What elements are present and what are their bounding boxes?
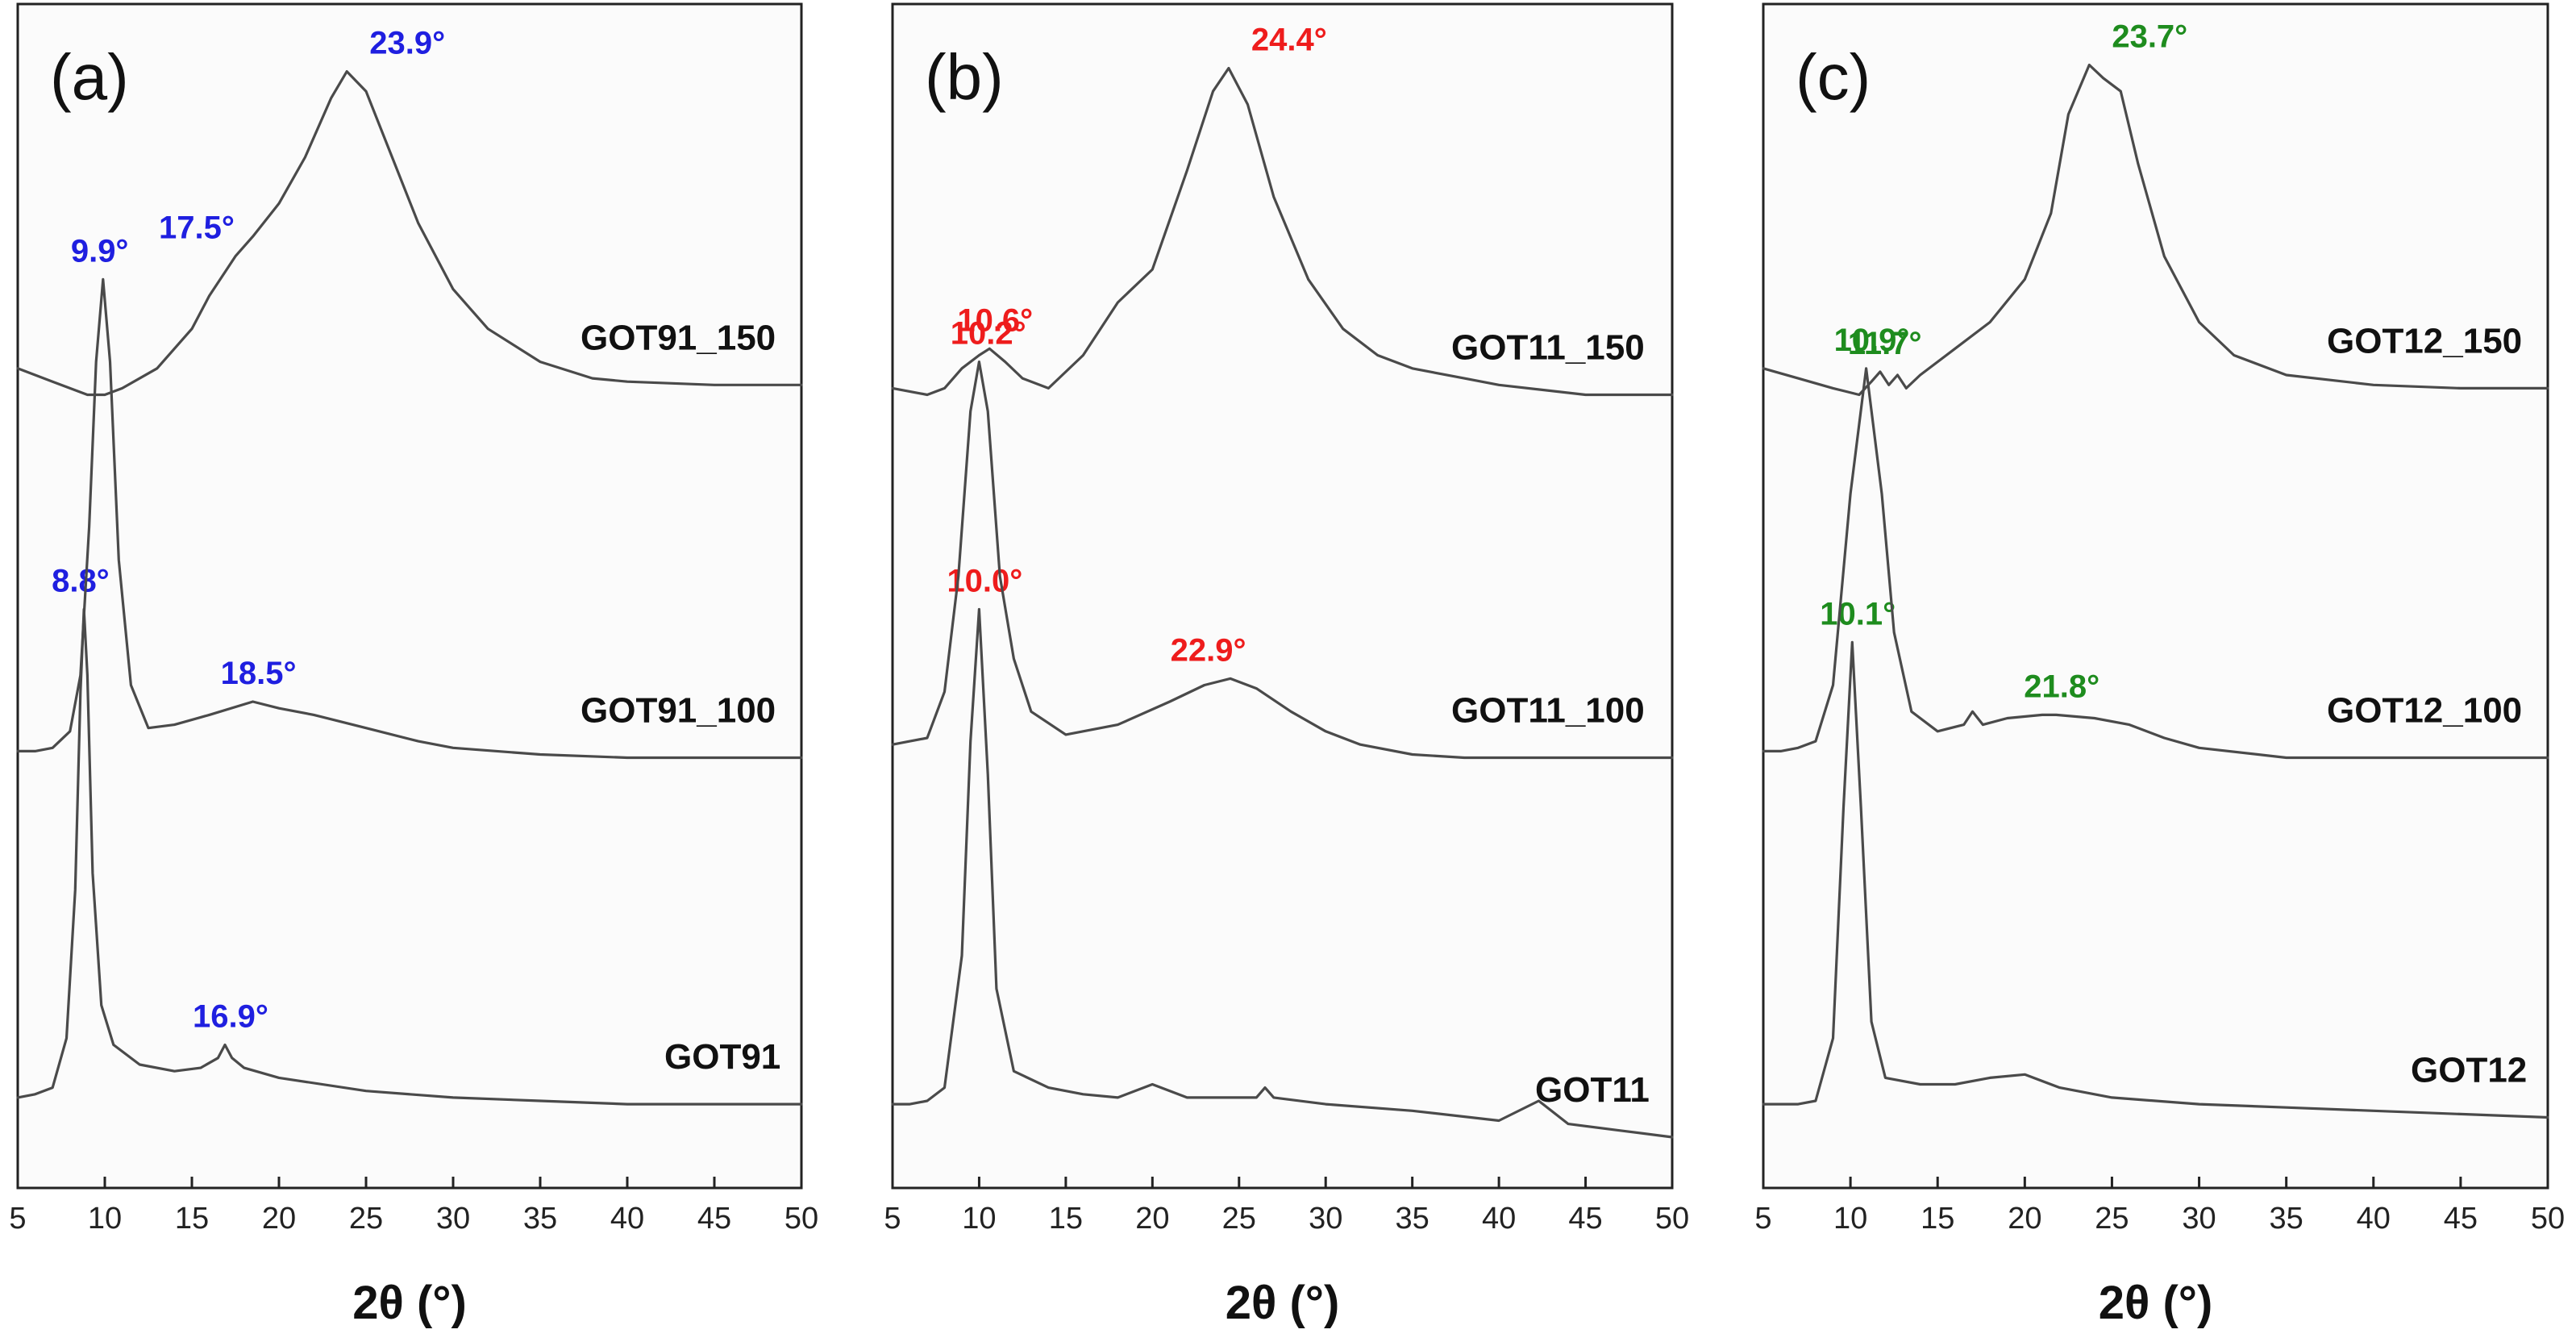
panel-a-xtick-label-45: 45 xyxy=(697,1202,731,1236)
panel-c-xtick-label-45: 45 xyxy=(2444,1202,2478,1236)
panel-a-xtick-label-50: 50 xyxy=(784,1202,818,1236)
panel-a-series-GOT91_150-peak-1-label: 17.5° xyxy=(159,210,235,246)
panel-b-xtick-label-15: 15 xyxy=(1049,1202,1083,1236)
panel-a-xtick-label-15: 15 xyxy=(175,1202,209,1236)
panel-a-series-GOT91_100-line xyxy=(16,277,803,760)
panel-b-xtick-label-20: 20 xyxy=(1135,1202,1169,1236)
panel-c-xtick-label-25: 25 xyxy=(2095,1202,2129,1236)
panel-c-series-GOT12_150-peak-0-label: 23.7° xyxy=(2112,19,2187,54)
panel-a-xtick-label-25: 25 xyxy=(349,1202,383,1236)
panel-b-xtick-label-45: 45 xyxy=(1568,1202,1602,1236)
panel-c-series-GOT12-peak-0-label: 10.1° xyxy=(1820,596,1896,631)
panel-a-xtick-label-10: 10 xyxy=(88,1202,122,1236)
panel-a-label: (a) xyxy=(50,41,129,113)
panel-a-xtick-label-5: 5 xyxy=(9,1202,26,1236)
panel-c-series-GOT12-label: GOT12 xyxy=(2411,1050,2527,1090)
panel-c-series-GOT12_150-line xyxy=(1762,63,2549,397)
panel-b-series-GOT11_100-peak-0-label: 10.2° xyxy=(951,316,1026,352)
panel-b-series-GOT11_150-label: GOT11_150 xyxy=(1451,328,1645,368)
panel-b-xtick-label-25: 25 xyxy=(1222,1202,1256,1236)
panel-b-label: (b) xyxy=(925,41,1004,113)
panel-b-series-GOT11_150-peak-0-label: 24.4° xyxy=(1251,23,1327,58)
panel-a-series-GOT91-label: GOT91 xyxy=(664,1037,780,1077)
panel-c-xtick-label-40: 40 xyxy=(2357,1202,2391,1236)
panel-a-series-GOT91_150-label: GOT91_150 xyxy=(581,318,776,357)
panel-a-series-GOT91-peak-1-label: 16.9° xyxy=(193,998,268,1034)
panel-c-series-GOT12_150-label: GOT12_150 xyxy=(2327,321,2522,361)
panel-c-label: (c) xyxy=(1796,41,1871,113)
panel-a-xtick-label-30: 30 xyxy=(436,1202,470,1236)
panel-b-frame xyxy=(891,2,1674,1190)
panel-c-xtick-label-10: 10 xyxy=(1833,1202,1867,1236)
panel-b-series-GOT11-line xyxy=(891,607,1674,1139)
panel-a-series-GOT91_150-peak-0-label: 23.9° xyxy=(369,26,445,61)
panel-b-series-GOT11_100-line xyxy=(891,361,1674,760)
panel-b-series-GOT11-label: GOT11 xyxy=(1535,1070,1650,1110)
panel-c-series-GOT12_100-peak-0-label: 10.9° xyxy=(1834,323,1910,358)
panel-b-series-GOT11_150-peak-1-label: 10.6° xyxy=(957,302,1033,338)
panel-c-xtick-label-35: 35 xyxy=(2270,1202,2303,1236)
panel-a-series-GOT91-peak-0-label: 8.8° xyxy=(52,563,110,598)
panel-b-xlabel: 2θ (°) xyxy=(1226,1277,1340,1329)
panel-a-frame xyxy=(16,2,803,1190)
panel-b-xtick-label-10: 10 xyxy=(962,1202,996,1236)
panel-c-series-GOT12_100-label: GOT12_100 xyxy=(2327,691,2522,731)
panel-c-xtick-label-20: 20 xyxy=(2008,1202,2041,1236)
panel-b-xtick-label-5: 5 xyxy=(884,1202,901,1236)
panel-a-xtick-label-20: 20 xyxy=(262,1202,296,1236)
panel-a-series-GOT91_150-line xyxy=(16,70,803,397)
panel-c-series-GOT12_100-line xyxy=(1762,367,2549,760)
panel-c-xlabel: 2θ (°) xyxy=(2099,1277,2213,1329)
panel-b-xtick-label-50: 50 xyxy=(1655,1202,1689,1236)
panel-a-xlabel: 2θ (°) xyxy=(352,1277,467,1329)
panel-a-series-GOT91_100-peak-1-label: 18.5° xyxy=(221,656,297,691)
panel-c-xtick-label-50: 50 xyxy=(2531,1202,2565,1236)
panel-a-xtick-label-40: 40 xyxy=(610,1202,644,1236)
panel-c-series-GOT12_150-peak-1-label: 11.7° xyxy=(1848,326,1922,361)
panel-c-xtick-label-30: 30 xyxy=(2182,1202,2216,1236)
panel-a-series-GOT91-line xyxy=(16,607,803,1106)
panel-c-xtick-label-5: 5 xyxy=(1754,1202,1771,1236)
panel-c-frame xyxy=(1762,2,2549,1190)
panel-b-series-GOT11_100-peak-1-label: 22.9° xyxy=(1171,632,1246,668)
panel-b-xtick-label-30: 30 xyxy=(1309,1202,1342,1236)
panel-c-series-GOT12_100-peak-1-label: 21.8° xyxy=(2024,669,2100,704)
panel-b-xtick-label-35: 35 xyxy=(1396,1202,1429,1236)
panel-b-xtick-label-40: 40 xyxy=(1482,1202,1516,1236)
panel-c-xtick-label-15: 15 xyxy=(1921,1202,1954,1236)
panel-b-series-GOT11_100-label: GOT11_100 xyxy=(1451,691,1645,731)
panel-a-series-GOT91_100-label: GOT91_100 xyxy=(581,691,776,731)
panel-b-series-GOT11_150-line xyxy=(891,66,1674,397)
panel-c-series-GOT12-line xyxy=(1762,640,2549,1119)
panel-a-series-GOT91_100-peak-0-label: 9.9° xyxy=(71,233,129,269)
panel-a-xtick-label-35: 35 xyxy=(523,1202,557,1236)
